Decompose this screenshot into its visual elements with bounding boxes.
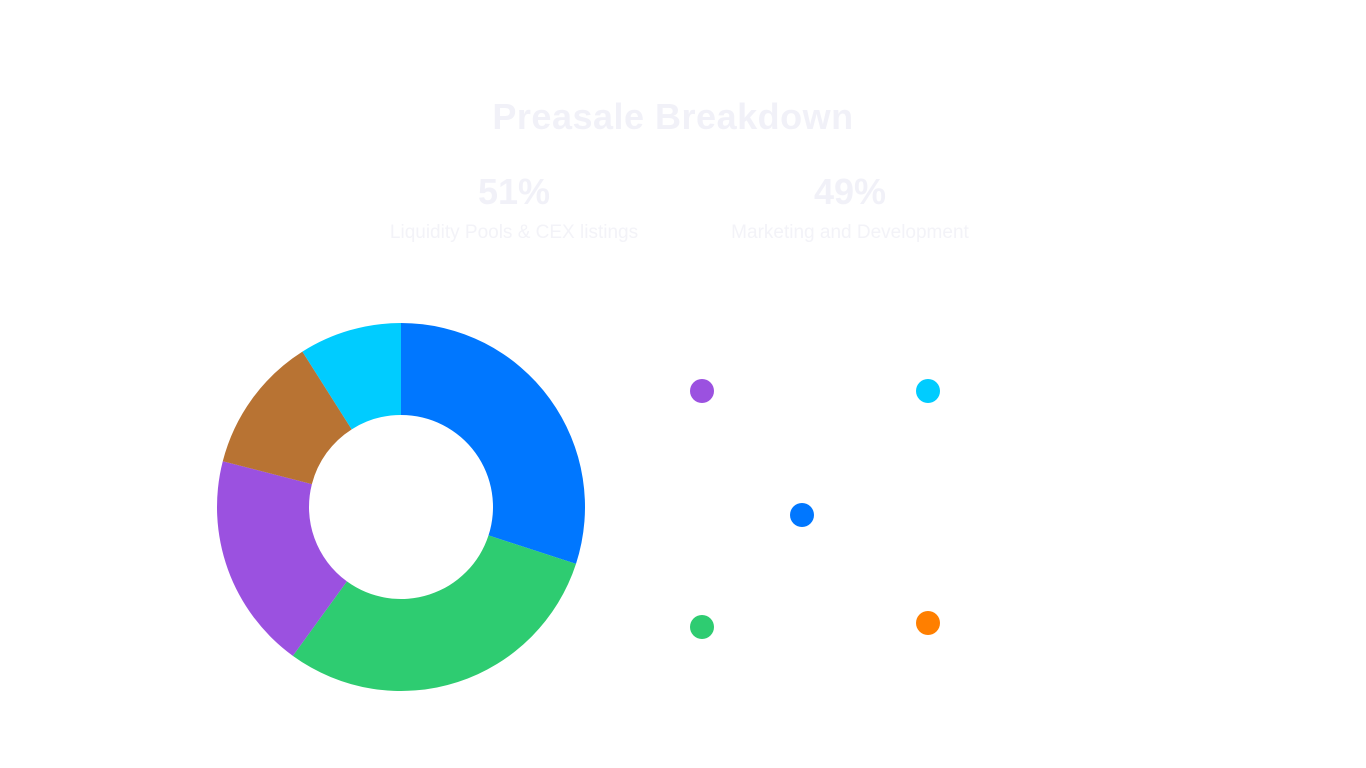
page-title: Preasale Breakdown [492,96,854,137]
donut-chart [217,323,585,691]
legend-item-cyan [916,379,954,403]
legend-item-green [690,615,728,639]
stat-marketing-percent: 49% [813,171,887,212]
legend-dot-green [690,615,714,639]
donut-slice-4 [222,351,352,485]
stat-marketing-label: Marketing and Development [731,222,969,243]
donut-slice-1 [401,323,585,564]
legend-item-orange [916,611,954,635]
stat-marketing: 49% Marketing and Development [700,170,1000,244]
legend-item-purple [690,379,728,403]
legend-dot-cyan [916,379,940,403]
donut-slice-3 [217,461,347,656]
legend-dot-purple [690,379,714,403]
donut-slice-5 [302,323,401,430]
stat-liquidity: 51% Liquidity Pools & CEX listings [364,170,664,244]
stat-liquidity-percent: 51% [477,171,551,212]
legend-dot-blue [790,503,814,527]
donut-slice-2 [292,535,576,691]
stat-liquidity-label: Liquidity Pools & CEX listings [389,222,639,243]
legend-dot-orange [916,611,940,635]
legend-item-blue [790,503,828,527]
